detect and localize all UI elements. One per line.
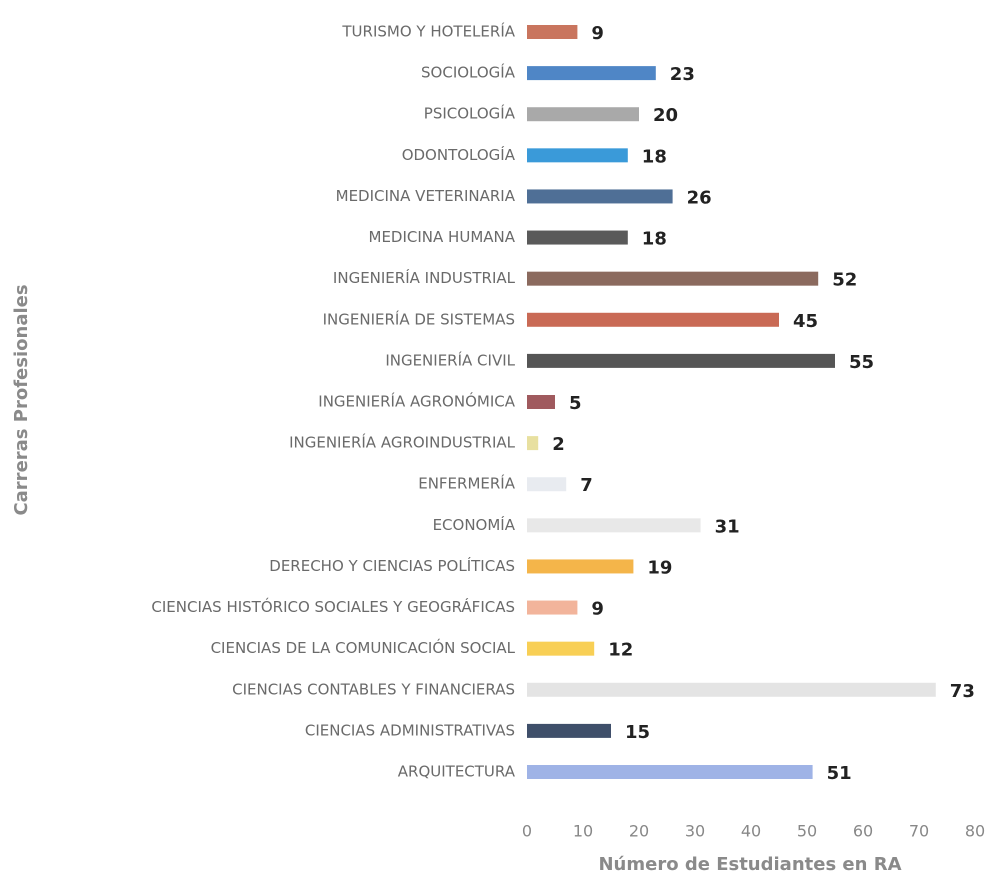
x-tick-label: 10 (573, 822, 593, 841)
value-label: 31 (715, 516, 740, 537)
bar (527, 189, 673, 204)
category-label: TURISMO Y HOTELERÍA (341, 22, 515, 41)
value-label: 45 (793, 311, 818, 332)
category-label: ARQUITECTURA (398, 763, 516, 781)
value-label: 26 (687, 187, 712, 208)
value-label: 7 (580, 475, 593, 496)
value-label: 18 (642, 146, 667, 167)
bar (527, 477, 567, 492)
bar (527, 271, 819, 286)
category-label: INGENIERÍA INDUSTRIAL (333, 268, 516, 287)
bar (527, 518, 701, 533)
category-label: PSICOLOGÍA (424, 104, 516, 123)
bar (527, 765, 813, 779)
value-label: 9 (591, 23, 604, 44)
bar (527, 25, 578, 39)
value-label: 12 (608, 640, 633, 661)
bar (527, 395, 555, 409)
value-label: 18 (642, 229, 667, 250)
category-label: DERECHO Y CIENCIAS POLÍTICAS (269, 556, 515, 575)
bar (527, 312, 779, 327)
category-label: ECONOMÍA (433, 515, 516, 534)
value-label: 51 (827, 763, 852, 784)
bar (527, 600, 578, 615)
x-tick-label: 50 (797, 822, 817, 841)
value-label: 19 (647, 557, 672, 578)
category-label: MEDICINA HUMANA (369, 228, 516, 246)
bar (527, 66, 656, 81)
y-axis-title: Carreras Profesionales (11, 284, 32, 515)
category-label: CIENCIAS CONTABLES Y FINANCIERAS (232, 680, 515, 698)
value-label: 2 (552, 434, 565, 455)
value-label: 15 (625, 722, 650, 743)
value-label: 52 (832, 270, 857, 291)
category-label: SOCIOLOGÍA (421, 63, 516, 82)
x-tick-label: 80 (965, 822, 985, 841)
category-label: CIENCIAS HISTÓRICO SOCIALES Y GEOGRÁFICA… (151, 597, 515, 616)
bar (527, 723, 611, 738)
bar (527, 682, 936, 697)
x-tick-label: 60 (853, 822, 873, 841)
x-tick-label: 70 (909, 822, 929, 841)
bar (527, 107, 639, 122)
category-label: INGENIERÍA DE SISTEMAS (323, 309, 515, 328)
bar (527, 641, 595, 656)
category-label: ODONTOLOGÍA (402, 145, 516, 164)
category-label: INGENIERÍA AGRONÓMICA (318, 392, 515, 411)
value-label: 20 (653, 105, 678, 126)
category-label: CIENCIAS ADMINISTRATIVAS (305, 721, 515, 739)
category-label: INGENIERÍA AGROINDUSTRIAL (289, 433, 516, 452)
x-axis-title: Número de Estudiantes en RA (598, 854, 901, 875)
bar (527, 436, 539, 451)
x-tick-label: 40 (741, 822, 761, 841)
category-label: ENFERMERÍA (418, 474, 515, 493)
category-label: MEDICINA VETERINARIA (336, 187, 516, 205)
x-tick-label: 0 (522, 822, 532, 841)
category-label: INGENIERÍA CIVIL (385, 350, 515, 369)
value-label: 5 (569, 393, 582, 414)
value-label: 73 (950, 681, 975, 702)
bar (527, 559, 634, 574)
bar (527, 353, 835, 368)
bar (527, 148, 628, 163)
x-tick-label: 20 (629, 822, 649, 841)
category-label: CIENCIAS DE LA COMUNICACIÓN SOCIAL (211, 638, 516, 657)
value-label: 9 (591, 599, 604, 620)
value-label: 55 (849, 352, 874, 373)
value-label: 23 (670, 64, 695, 85)
x-tick-label: 30 (685, 822, 705, 841)
bar (527, 230, 628, 245)
